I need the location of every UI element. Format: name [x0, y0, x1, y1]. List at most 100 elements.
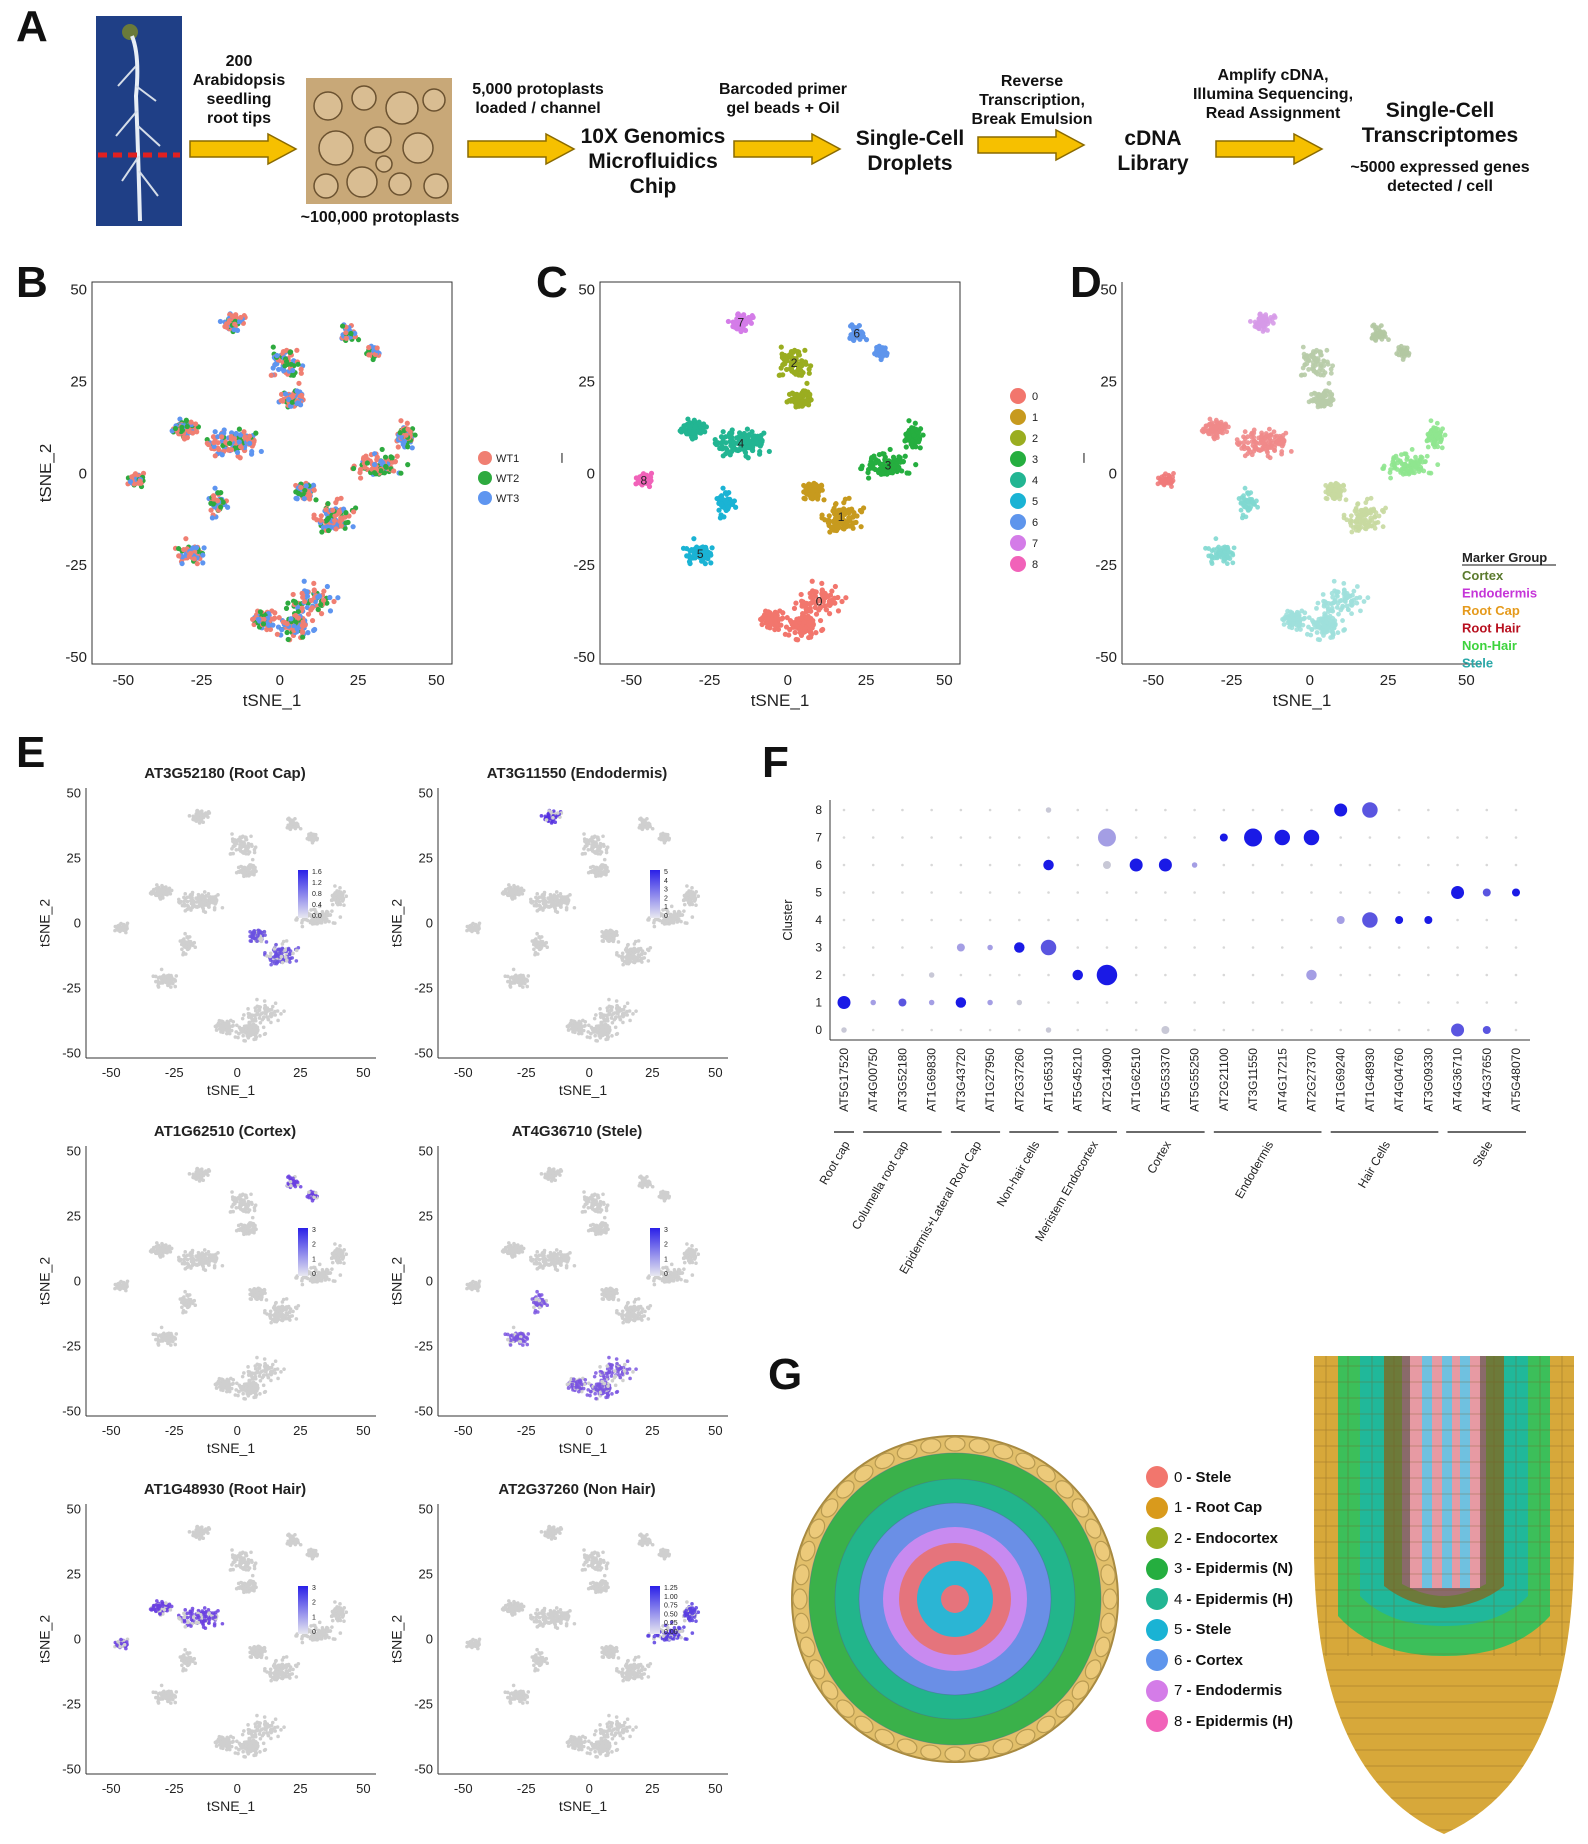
cell-point — [301, 495, 307, 502]
cell-point — [1354, 584, 1360, 589]
cell-point — [1396, 345, 1402, 350]
cell-point — [240, 834, 245, 839]
cell-point — [1323, 613, 1329, 618]
cell-point — [274, 942, 278, 947]
cell-point — [182, 902, 187, 907]
cell-point — [214, 1028, 219, 1032]
cell-point — [1355, 501, 1361, 507]
cell-point — [226, 440, 233, 446]
cell-point — [878, 356, 884, 363]
cell-point — [265, 954, 269, 958]
cell-point — [1261, 327, 1267, 333]
cell-point — [274, 961, 279, 966]
cell-point — [897, 459, 903, 465]
cell-point — [1321, 358, 1327, 364]
cell-point — [256, 616, 262, 623]
cell-point — [258, 1034, 262, 1038]
cell-point — [1254, 324, 1260, 330]
cell-point — [755, 440, 761, 446]
cell-point — [812, 593, 819, 599]
cell-point — [234, 847, 239, 852]
cell-point — [263, 933, 267, 937]
cell-point — [1329, 392, 1335, 398]
cell-point — [1314, 630, 1320, 635]
cell-point — [701, 545, 708, 551]
cell-point — [835, 608, 842, 614]
workflow-step5-text: Amplify cDNA, Illumina Sequencing, Read … — [1192, 67, 1354, 122]
cell-point — [1231, 545, 1237, 551]
cell-point — [1329, 623, 1335, 628]
cell-point — [212, 907, 217, 912]
panel-label-d: D — [1070, 258, 1102, 307]
cell-point — [1404, 457, 1410, 462]
cell-point — [1325, 361, 1331, 367]
cell-point — [1242, 429, 1248, 435]
cell-point — [330, 507, 336, 513]
cell-point — [264, 940, 269, 944]
cell-point — [293, 495, 299, 501]
cell-point — [311, 907, 316, 912]
cell-point — [851, 330, 857, 336]
cell-point — [1332, 599, 1338, 604]
cell-point — [357, 466, 364, 473]
cell-point — [157, 980, 161, 985]
cell-point — [241, 429, 247, 435]
cell-point — [279, 1012, 283, 1016]
cell-point — [176, 897, 181, 902]
cell-point — [305, 630, 311, 636]
cell-point — [1335, 493, 1341, 499]
cell-point — [300, 924, 305, 929]
cell-point — [865, 475, 872, 481]
cell-point — [165, 974, 170, 978]
cell-point — [847, 323, 854, 329]
cell-point — [374, 456, 380, 463]
cell-point — [372, 351, 378, 357]
cell-point — [1210, 554, 1215, 560]
cluster-label: 1 — [838, 510, 845, 524]
cell-point — [260, 1011, 265, 1015]
cell-point — [840, 513, 846, 519]
cell-point — [342, 514, 348, 520]
cell-point — [1326, 380, 1332, 386]
cell-point — [1356, 528, 1361, 533]
cell-point — [912, 420, 918, 426]
cell-point — [1242, 453, 1248, 459]
cell-point — [294, 948, 299, 953]
cell-point — [181, 943, 186, 947]
cell-point — [794, 396, 800, 403]
cell-point — [257, 1005, 262, 1009]
cell-point — [336, 891, 340, 895]
cell-point — [1230, 552, 1236, 558]
legend-swatch — [1010, 451, 1026, 467]
cell-point — [244, 873, 248, 878]
cell-point — [246, 841, 251, 846]
cell-point — [1412, 470, 1417, 476]
cell-point — [253, 1009, 258, 1013]
cell-point — [250, 1019, 255, 1023]
cell-point — [798, 367, 804, 373]
cell-point — [320, 910, 325, 914]
legend-swatch — [1010, 514, 1026, 530]
cell-point — [137, 478, 143, 484]
cell-point — [219, 452, 225, 458]
cell-point — [1368, 495, 1374, 501]
cell-point — [207, 903, 211, 907]
cell-point — [801, 600, 807, 606]
panel-label-c: C — [536, 258, 568, 307]
cell-point — [766, 448, 772, 455]
workflow-step1-text: 200 Arabidopsis seedling root tips — [192, 53, 286, 127]
cell-point — [238, 314, 244, 321]
cell-point — [1250, 443, 1256, 448]
cell-point — [308, 913, 313, 918]
cell-point — [262, 1032, 267, 1037]
cell-point — [1421, 468, 1427, 474]
cell-point — [759, 621, 765, 628]
y-tick-label: -25 — [1095, 557, 1117, 574]
cell-point — [851, 510, 857, 516]
cell-point — [819, 627, 825, 633]
cell-point — [278, 397, 284, 404]
cell-point — [1330, 634, 1336, 640]
cell-point — [267, 626, 274, 633]
cell-point — [684, 553, 690, 559]
cell-point — [858, 509, 865, 515]
